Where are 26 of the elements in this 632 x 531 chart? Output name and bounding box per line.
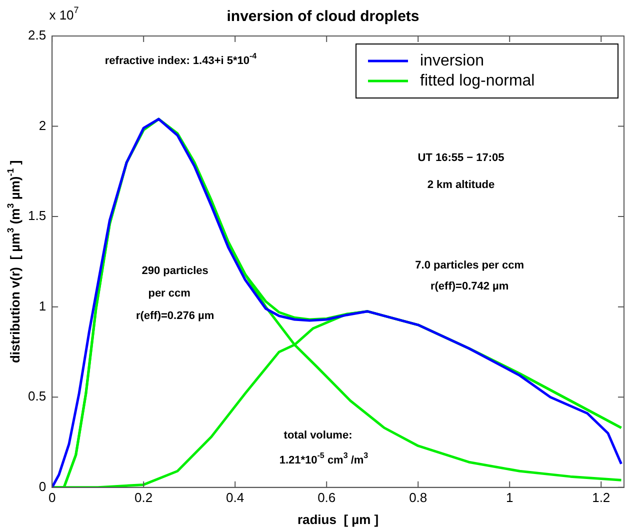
y-tick-label: 1.5	[28, 208, 46, 224]
annotation: total volume:	[284, 430, 352, 442]
x-tick-label: 1.2	[592, 490, 610, 505]
x-tick-label: 1	[506, 490, 514, 505]
y-tick-label: 1	[38, 298, 46, 314]
x-tick-label: 0.2	[134, 490, 153, 505]
x-tick-label: 0.4	[226, 490, 244, 505]
annotation: 290 particles	[142, 264, 208, 277]
annotation: r(eff)=0.742 µm	[430, 280, 509, 293]
y-tick-label: 0.5	[28, 388, 46, 404]
annotation: UT 16:55 − 17:05	[418, 152, 504, 164]
x-axis-title: radius [ µm ]	[297, 512, 379, 527]
annotation: 2 km altitude	[427, 178, 495, 191]
annotation: 7.0 particles per ccm	[415, 259, 524, 272]
legend-label: fitted log-normal	[420, 72, 535, 90]
x-tick-label: 0	[48, 490, 56, 505]
legend-label: inversion	[420, 52, 484, 70]
y-axis-title: distribution v(r) [ µm3 (m3 µm)-1 ]	[5, 160, 23, 364]
y-tick-label: 0	[38, 478, 46, 494]
y-tick-label: 2.5	[28, 28, 46, 43]
chart-title: inversion of cloud droplets	[226, 8, 420, 26]
x-tick-label: 0.6	[318, 490, 336, 505]
annotation: r(eff)=0.276 µm	[136, 310, 214, 322]
annotation: per ccm	[148, 287, 191, 300]
y-tick-label: 2	[38, 118, 46, 133]
x-tick-label: 0.8	[409, 490, 428, 505]
